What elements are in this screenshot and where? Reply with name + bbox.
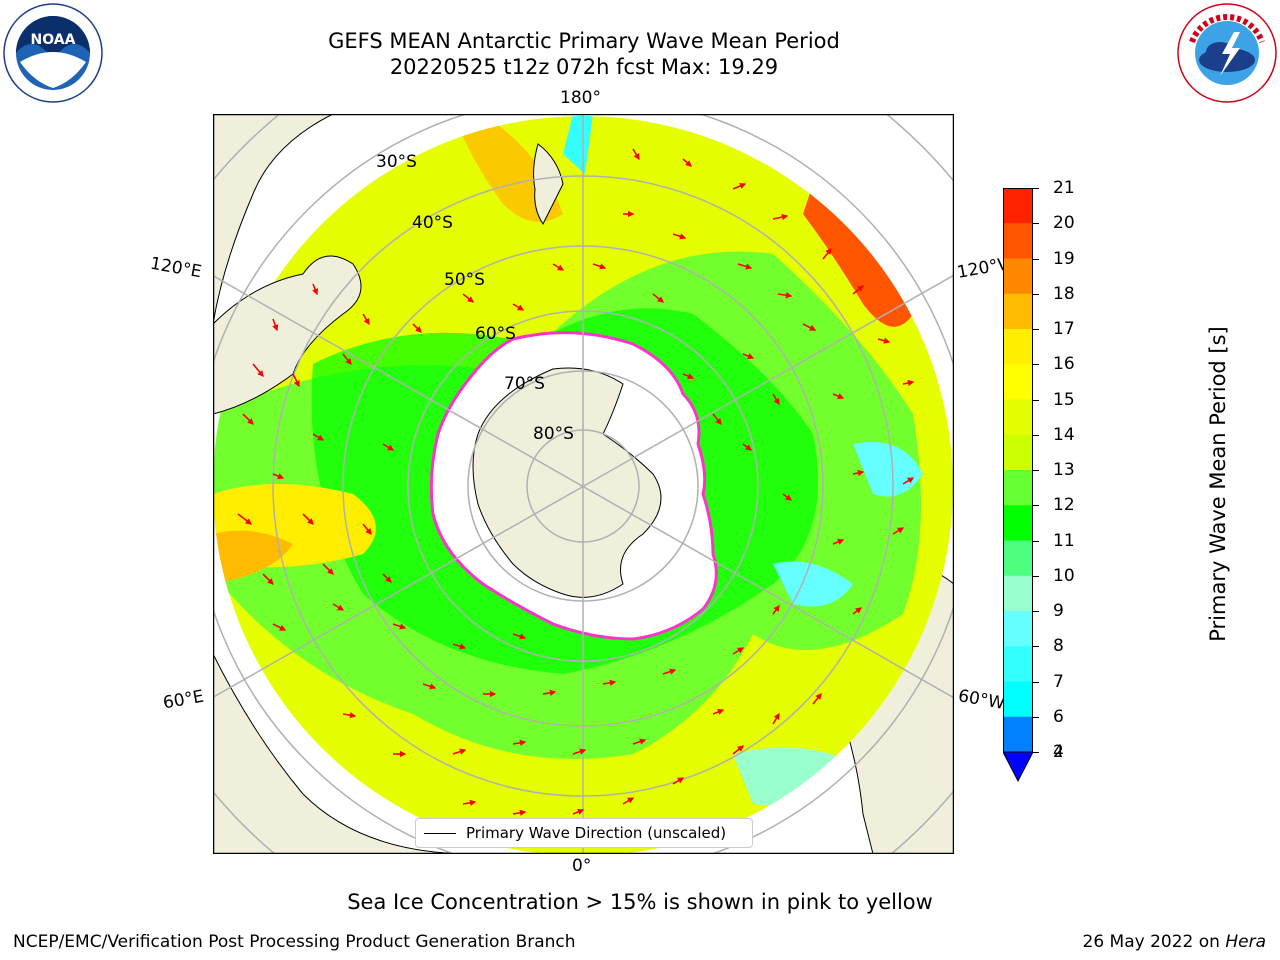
colorbar-tick-mark: [1033, 611, 1039, 612]
longitude-grid: [213, 114, 954, 854]
lat-label-30s: 30°S: [376, 152, 417, 172]
colorbar-title: Primary Wave Mean Period [s]: [1205, 326, 1230, 642]
colorbar-tick-label: 20: [1053, 213, 1075, 234]
lon-label-60e: 60°E: [161, 686, 206, 714]
colorbar-tick-mark: [1033, 646, 1039, 648]
colorbar-tick-mark: [1033, 681, 1039, 683]
colorbar-segment: [1003, 364, 1033, 400]
colorbar-tick-label: 6: [1053, 706, 1064, 727]
lat-label-70s: 70°S: [504, 374, 545, 394]
colorbar-tick-label: 4: [1053, 742, 1064, 762]
colorbar-segment: [1003, 470, 1033, 506]
colorbar-tick-label: 12: [1053, 495, 1075, 516]
footer-credit: NCEP/EMC/Verification Post Processing Pr…: [13, 932, 576, 952]
colorbar-tick-label: 11: [1053, 530, 1075, 551]
colorbar-segment: [1003, 223, 1033, 259]
colorbar-segment: [1003, 258, 1033, 295]
land-corner-nw: [213, 114, 334, 325]
polar-map: [213, 114, 954, 854]
colorbar-tick-label: 13: [1053, 460, 1075, 480]
map-frame: [213, 114, 954, 854]
colorbar-segment: [1003, 399, 1033, 436]
colorbar-tick-mark: [1033, 293, 1039, 295]
colorbar-segment: [1003, 611, 1033, 647]
colorbar-tick-mark: [1033, 434, 1039, 436]
lat-label-40s: 40°S: [412, 213, 453, 233]
colorbar-tick-label: 2: [1053, 742, 1064, 762]
land-antarctica: [472, 367, 662, 598]
colorbar-segment: [1003, 716, 1033, 753]
lat-label-50s: 50°S: [444, 270, 485, 290]
land-corner-sw: [213, 653, 474, 854]
legend-label: Primary Wave Direction (unscaled): [466, 824, 727, 842]
colorbar-segment: [1003, 646, 1033, 682]
footer-machine: Hera: [1225, 932, 1266, 952]
legend-line-swatch: [424, 832, 456, 834]
colorbar-tick-mark: [1033, 399, 1039, 401]
colorbar-tick-label: 18: [1053, 283, 1075, 304]
colorbar-tick-mark: [1033, 329, 1039, 330]
lon-label-180: 180°: [560, 88, 601, 108]
colorbar-segment: [1003, 293, 1033, 330]
colorbar-segment: [1003, 434, 1033, 471]
colorbar-tick-mark: [1033, 716, 1039, 718]
colorbar-tick-label: 21: [1053, 178, 1075, 198]
colorbar-tick-mark: [1033, 575, 1039, 577]
colorbar-tick-label: 9: [1053, 601, 1064, 621]
colorbar-tick-mark: [1033, 540, 1039, 542]
map-legend: Primary Wave Direction (unscaled): [415, 818, 753, 848]
lat-label-60s: 60°S: [475, 324, 516, 344]
land-australia: [213, 255, 362, 415]
colorbar-tick-mark: [1033, 752, 1039, 753]
lat-label-80s: 80°S: [533, 424, 574, 444]
colorbar-tick-label: 14: [1053, 424, 1075, 445]
colorbar-segment: [1003, 188, 1033, 224]
colorbar-tick-label: 16: [1053, 354, 1075, 375]
map-subtitle: 20220525 t12z 072h fcst Max: 19.29: [389, 55, 779, 79]
colorbar-tick-mark: [1033, 188, 1039, 189]
colorbar-segment: [1003, 505, 1033, 541]
colorbar-outline: [1003, 188, 1033, 753]
colorbar-tick-mark: [1033, 223, 1039, 225]
sea-ice-note: Sea Ice Concentration > 15% is shown in …: [347, 890, 933, 914]
colorbar-tick-label: 8: [1053, 636, 1064, 657]
lon-label-0: 0°: [572, 856, 592, 876]
colorbar: [1003, 188, 1033, 782]
colorbar-segment: [1003, 681, 1033, 718]
lon-label-120e: 120°E: [148, 253, 204, 283]
colorbar-tick-label: 19: [1053, 248, 1075, 269]
nws-logo: [1177, 3, 1277, 103]
colorbar-tick-mark: [1033, 470, 1039, 471]
colorbar-tick-mark: [1033, 364, 1039, 366]
wave-direction-arrows: [237, 148, 915, 816]
colorbar-tick-label: 10: [1053, 565, 1075, 586]
colorbar-tick-label: 17: [1053, 319, 1075, 339]
colorbar-extend-triangle: [1003, 751, 1033, 782]
colorbar-tick-label: 7: [1053, 671, 1064, 692]
footer-date: 26 May 2022 on Hera: [1083, 932, 1267, 952]
lon-label-60w: 60°W: [956, 686, 1007, 714]
colorbar-segment: [1003, 575, 1033, 612]
noaa-logo: NOAA: [3, 3, 103, 103]
colorbar-tick-mark: [1033, 505, 1039, 507]
colorbar-segment: [1003, 540, 1033, 577]
colorbar-tick-mark: [1033, 258, 1039, 260]
colorbar-tick-label: 15: [1053, 389, 1075, 410]
map-title: GEFS MEAN Antarctic Primary Wave Mean Pe…: [328, 29, 840, 53]
svg-text:NOAA: NOAA: [31, 32, 76, 48]
footer-date-text: 26 May 2022 on: [1082, 932, 1226, 952]
colorbar-segment: [1003, 329, 1033, 365]
land-new-zealand: [533, 143, 564, 225]
